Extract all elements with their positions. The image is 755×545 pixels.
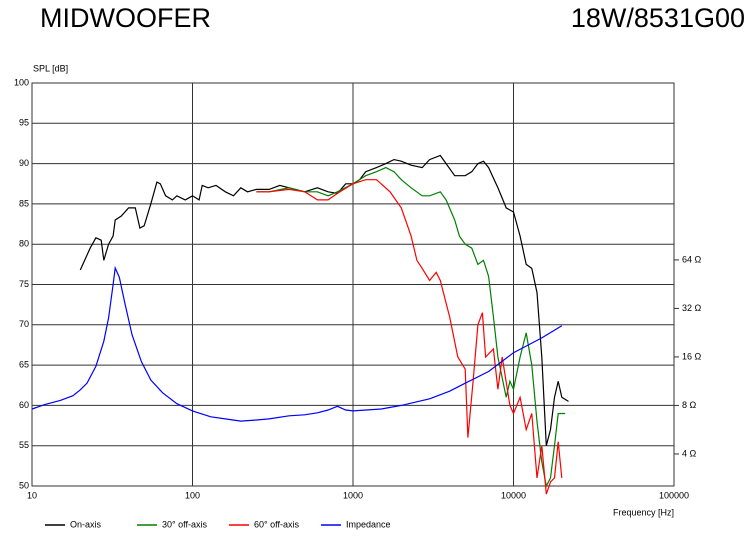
y-tick-label: 50 [19,480,29,490]
y-tick-label: 75 [19,279,29,289]
legend-label: Impedance [346,519,391,529]
series-line [256,166,566,488]
y-tick-label: 90 [19,158,29,168]
y-tick-label: 60 [19,400,29,410]
x-tick-label: 100 [185,490,200,500]
legend-label: On-axis [70,519,102,529]
y-tick-label: 85 [19,198,29,208]
x-tick-label: 100000 [659,490,689,500]
y2-tick-label: 32 Ω [682,303,702,313]
legend-label: 30° off-axis [162,519,207,529]
y-axis-label: SPL [dB] [33,63,68,73]
chart-subtitle: 18W/8531G00 [571,3,745,33]
series-line [31,265,563,422]
y-tick-label: 95 [19,118,29,128]
x-tick-label: 1000 [343,490,363,500]
legend-label: 60° off-axis [254,519,299,529]
x-tick-label: 10000 [501,490,526,500]
x-axis-label: Frequency [Hz] [613,507,674,517]
x-tick-label: 10 [27,490,37,500]
y-tick-label: 70 [19,319,29,329]
y2-tick-label: 16 Ω [682,351,702,361]
y2-tick-label: 64 Ω [682,254,702,264]
y-tick-label: 65 [19,359,29,369]
y-tick-label: 55 [19,440,29,450]
y2-tick-label: 4 Ω [682,448,697,458]
chart-title: MIDWOOFER [40,3,211,33]
y-tick-label: 100 [14,77,29,87]
series-line [79,154,569,446]
y-tick-label: 80 [19,239,29,249]
series-line [256,179,563,495]
y2-tick-label: 8 Ω [682,400,697,410]
